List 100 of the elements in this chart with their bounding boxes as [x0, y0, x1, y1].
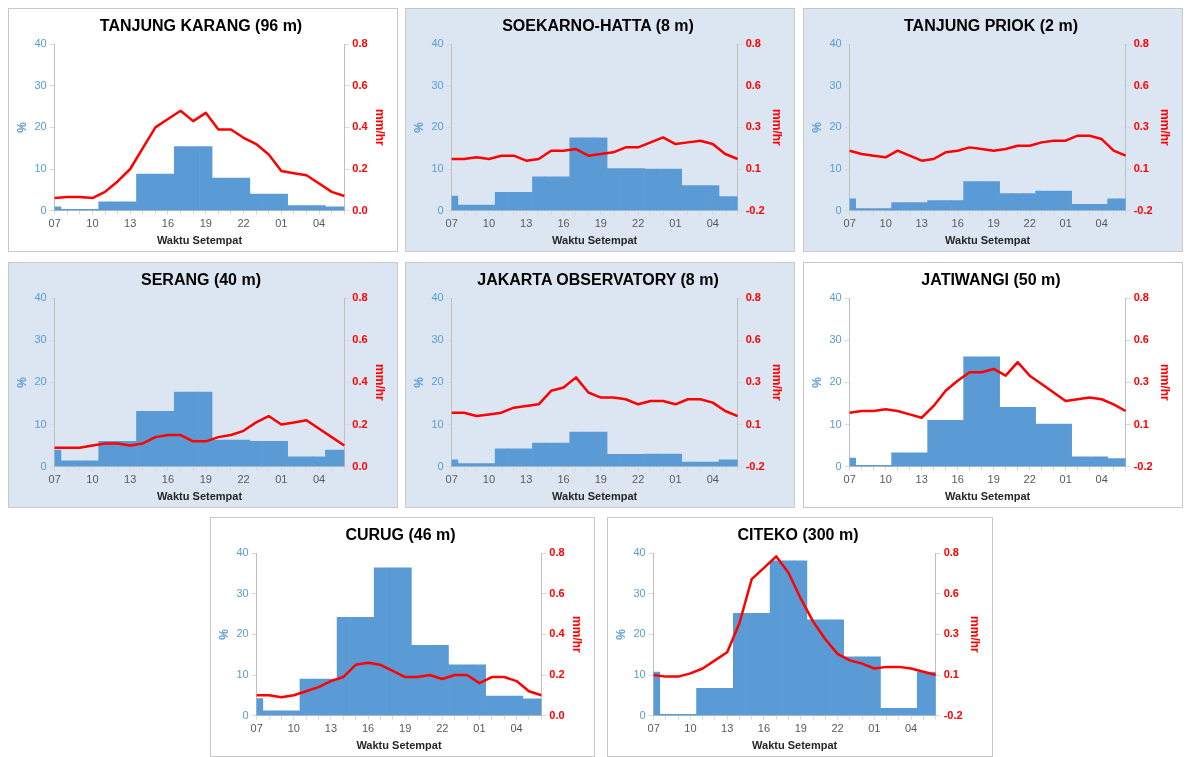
x-tick-label: 04: [905, 722, 918, 735]
x-tick-label: 07: [48, 217, 61, 230]
y2-axis-title: mm/hr: [770, 109, 785, 147]
y-tick-label: 10: [431, 417, 444, 430]
x-tick-label: 07: [48, 473, 61, 486]
x-axis-title: Waktu Setempat: [156, 490, 243, 503]
x-tick-label: 19: [199, 217, 212, 230]
y-tick-label: 20: [829, 120, 842, 133]
x-tick-label: 10: [482, 473, 496, 486]
x-tick-label: 01: [1059, 473, 1072, 486]
x-tick-label: 22: [237, 473, 250, 486]
y-tick-label: 40: [431, 291, 444, 304]
y-tick-label: 0: [40, 203, 47, 216]
x-tick-label: 04: [312, 217, 326, 230]
y-tick-label: 0: [639, 708, 646, 721]
y-tick-label: 30: [34, 78, 47, 91]
x-tick-label: 04: [1095, 473, 1108, 486]
y2-tick-label: 0.2: [352, 417, 368, 430]
x-tick-label: 19: [987, 217, 1000, 230]
y-tick-label: 20: [34, 120, 47, 133]
x-tick-label: 07: [647, 722, 660, 735]
x-tick-label: 13: [124, 217, 137, 230]
x-tick-label: 04: [1095, 217, 1108, 230]
y-tick-label: 10: [431, 162, 444, 175]
y2-tick-label: 0.1: [745, 162, 761, 175]
y2-tick-label: 0.3: [1133, 375, 1149, 388]
chart-title: SOEKARNO-HATTA (8 m): [502, 17, 694, 35]
y2-tick-label: 0.3: [745, 375, 761, 388]
y-tick-label: 30: [633, 586, 646, 599]
x-tick-label: 22: [831, 722, 844, 735]
y2-tick-label: 0.6: [352, 78, 368, 91]
y-tick-label: 20: [431, 375, 444, 388]
x-axis-title: Waktu Setempat: [945, 234, 1031, 247]
x-tick-label: 16: [361, 722, 375, 735]
y-tick-label: 40: [34, 291, 47, 304]
y2-tick-label: 0.8: [745, 291, 761, 304]
x-axis-title: Waktu Setempat: [752, 739, 838, 752]
x-tick-label: 22: [632, 217, 645, 230]
x-tick-label: 01: [669, 473, 682, 486]
x-tick-label: 01: [275, 473, 288, 486]
x-tick-label: 13: [324, 722, 338, 735]
x-tick-label: 07: [250, 722, 263, 735]
x-axis-title: Waktu Setempat: [552, 234, 638, 247]
y2-tick-label: 0.4: [549, 627, 566, 640]
y2-tick-label: 0.8: [352, 291, 368, 304]
y2-tick-label: 0.6: [549, 586, 565, 599]
y2-tick-label: 0.4: [352, 375, 369, 388]
x-tick-label: 01: [275, 217, 288, 230]
y-tick-label: 20: [633, 627, 646, 640]
y2-tick-label: 0.8: [1133, 37, 1149, 50]
chart-title: CURUG (46 m): [345, 526, 456, 544]
x-tick-label: 10: [684, 722, 697, 735]
x-tick-label: 19: [794, 722, 807, 735]
y-tick-label: 0: [835, 459, 842, 472]
y2-tick-label: 0.3: [1133, 120, 1149, 133]
y-tick-label: 10: [236, 668, 249, 681]
x-tick-label: 22: [237, 217, 250, 230]
x-tick-label: 22: [1023, 473, 1036, 486]
y2-axis-title: mm/hr: [373, 364, 388, 402]
chart-title: CITEKO (300 m): [737, 526, 859, 544]
y-tick-label: 10: [829, 417, 842, 430]
y2-tick-label: 0.8: [943, 546, 959, 559]
y2-tick-label: 0.6: [1133, 333, 1149, 346]
y2-tick-label: -0.2: [1133, 203, 1153, 216]
y-tick-label: 20: [236, 627, 249, 640]
y2-tick-label: 0.1: [943, 668, 959, 681]
x-tick-label: 13: [124, 473, 137, 486]
y2-tick-label: 0.6: [745, 333, 761, 346]
y-axis-title: %: [14, 121, 29, 133]
x-tick-label: 22: [632, 473, 645, 486]
x-tick-label: 01: [868, 722, 881, 735]
y-axis-title: %: [14, 376, 29, 388]
chart-title: JAKARTA OBSERVATORY (8 m): [477, 271, 719, 289]
x-axis-title: Waktu Setempat: [945, 490, 1031, 503]
y-tick-label: 10: [34, 162, 47, 175]
y2-tick-label: 0.3: [943, 627, 959, 640]
x-tick-label: 10: [879, 473, 892, 486]
x-tick-label: 01: [669, 217, 682, 230]
y-tick-label: 0: [437, 203, 444, 216]
chart-title: JATIWANGI (50 m): [921, 271, 1061, 289]
y-tick-label: 40: [236, 546, 249, 559]
y2-tick-label: 0.8: [1133, 291, 1149, 304]
y2-tick-label: 0.6: [1133, 78, 1149, 91]
y2-axis-title: mm/hr: [1158, 364, 1173, 402]
y-axis-title: %: [411, 121, 426, 133]
y-tick-label: 40: [34, 37, 47, 50]
x-axis-title: Waktu Setempat: [156, 234, 243, 247]
y-tick-label: 40: [829, 291, 842, 304]
x-tick-label: 19: [399, 722, 412, 735]
x-tick-label: 16: [557, 217, 570, 230]
x-tick-label: 10: [86, 217, 99, 230]
x-tick-label: 22: [1023, 217, 1036, 230]
x-tick-label: 16: [161, 217, 175, 230]
y-tick-label: 30: [829, 78, 842, 91]
x-tick-label: 07: [843, 473, 856, 486]
y2-tick-label: 0.2: [549, 668, 565, 681]
y2-tick-label: -0.2: [745, 203, 765, 216]
x-axis-title: Waktu Setempat: [552, 490, 638, 503]
y2-axis-title: mm/hr: [1158, 109, 1173, 147]
y-tick-label: 40: [633, 546, 646, 559]
